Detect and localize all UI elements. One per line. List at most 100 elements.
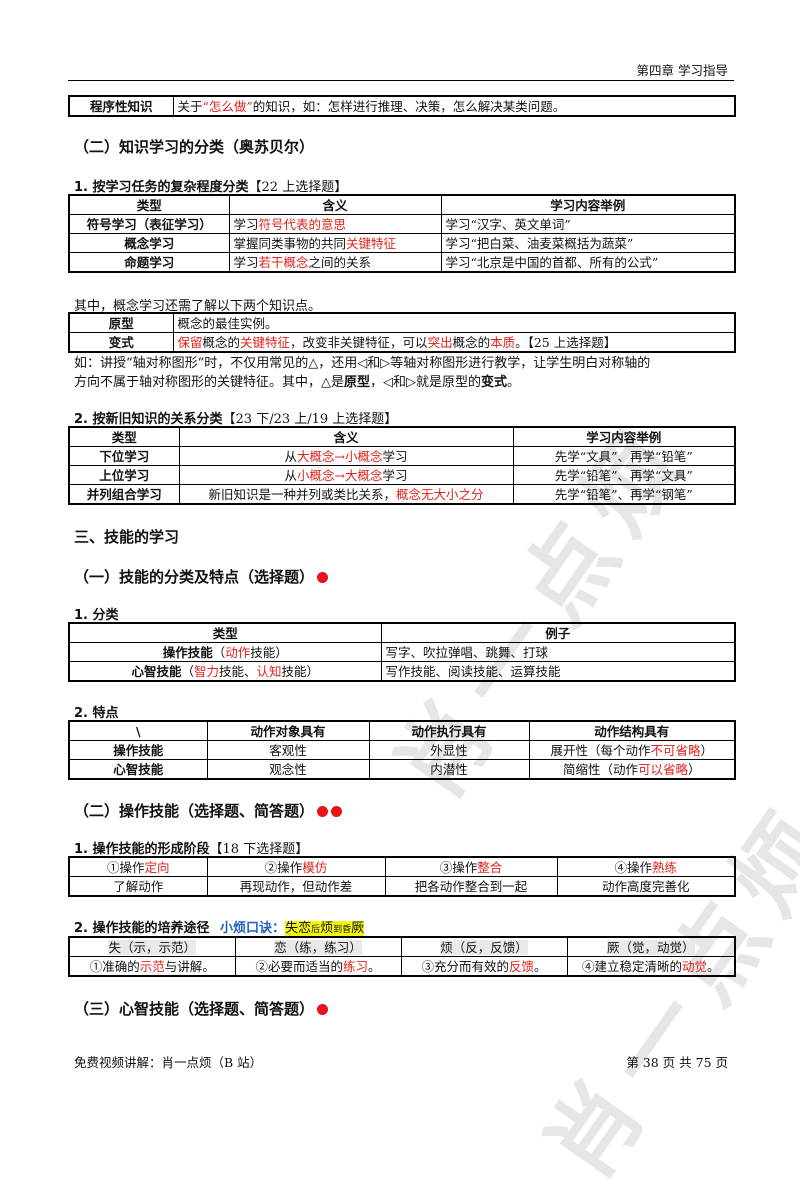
table-row: 符号学习（表征学习） 学习符号代表的意思 学习“汉字、英文单词” — [68, 214, 736, 234]
type-cell: 并列组合学习 — [68, 484, 180, 505]
method-desc: ②必要而适当的练习。 — [234, 956, 402, 977]
feature-cell: 客观性 — [206, 740, 370, 760]
type-cell: 心智技能（智力技能、认知技能） — [68, 661, 382, 682]
prototype-label: 原型 — [68, 312, 174, 333]
feature-cell: 展开性（每个动作不可省略） — [528, 740, 736, 760]
table-row: ①准确的示范与讲解。 ②必要而适当的练习。 ③充分而有效的反馈。 ④建立稳定清晰… — [68, 956, 736, 977]
red-dot-icon — [331, 806, 343, 817]
example-paragraph-line: 如：讲授“轴对称图形”时，不仅用常见的△，还用◁和▷等轴对称图形进行教学，让学生… — [74, 356, 651, 371]
type-cell: 上位学习 — [68, 465, 180, 485]
table-row: 概念学习 掌握同类事物的共同关键特征 学习“把白菜、油麦菜概括为蔬菜” — [68, 233, 736, 253]
col-header: 类型 — [68, 426, 180, 447]
procedural-knowledge-table: 程序性知识 关于“怎么做”的知识，如：怎样进行推理、决策，怎么解决某类问题。 — [68, 95, 736, 117]
example-cell: 学习“把白菜、油麦菜概括为蔬菜” — [440, 233, 736, 253]
red-dot-icon — [317, 1004, 329, 1015]
prototype-text: 概念的最佳实例。 — [172, 312, 736, 333]
section-title: （一）技能的分类及特点（选择题） — [74, 566, 329, 587]
red-dot-icon — [317, 572, 329, 583]
col-header: 含义 — [178, 426, 514, 447]
subsection-title: 2. 特点 — [74, 706, 119, 721]
section-title: （二）操作技能（选择题、简答题） — [74, 800, 343, 821]
stage-desc: 再现动作，但动作差 — [206, 876, 386, 897]
table-row: 下位学习 从大概念→小概念学习 先学“文具”、再学“铅笔” — [68, 446, 736, 466]
table-row: 原型 概念的最佳实例。 — [68, 312, 736, 333]
variant-label: 变式 — [68, 332, 174, 353]
feature-cell: 简缩性（动作可以省略） — [528, 759, 736, 780]
concept-prototype-table: 原型 概念的最佳实例。 变式 保留概念的关键特征，改变非关键特征，可以突出概念的… — [68, 312, 736, 353]
stage-cell: ④操作熟练 — [556, 856, 736, 877]
method-head: 厥（觉，动觉） — [566, 936, 736, 957]
method-desc: ④建立稳定清晰的动觉。 — [566, 956, 736, 977]
subsection-title: 2. 按新旧知识的关系分类【23 下/23 上/19 上选择题】 — [74, 412, 398, 427]
feature-cell: 外显性 — [368, 740, 530, 760]
section-title: （二）知识学习的分类（奥苏贝尔） — [74, 138, 315, 156]
section-title: （三）心智技能（选择题、简答题） — [74, 998, 329, 1019]
method-desc: ①准确的示范与讲解。 — [68, 956, 236, 977]
feature-cell: 内潜性 — [368, 759, 530, 780]
meaning-cell: 从小概念→大概念学习 — [178, 465, 514, 485]
footer-left: 免费视频讲解：肖一点烦（B 站） — [74, 1055, 263, 1070]
example-cell: 写作技能、阅读技能、运算技能 — [380, 661, 736, 682]
type-cell: 命题学习 — [68, 252, 230, 273]
col-header: 学习内容举例 — [440, 194, 736, 215]
knowledge-relation-table: 类型 含义 学习内容举例 下位学习 从大概念→小概念学习 先学“文具”、再学“铅… — [68, 426, 736, 505]
header-rule — [68, 80, 734, 81]
task-complexity-table: 类型 含义 学习内容举例 符号学习（表征学习） 学习符号代表的意思 学习“汉字、… — [68, 194, 736, 273]
col-header: 动作对象具有 — [206, 720, 370, 741]
stage-cell: ①操作定向 — [68, 856, 208, 877]
type-cell: 心智技能 — [68, 759, 208, 780]
table-row: 操作技能（动作技能） 写字、吹拉弹唱、跳舞、打球 — [68, 642, 736, 662]
col-header: 学习内容举例 — [512, 426, 736, 447]
subsection-title: 2. 操作技能的培养途径 小烦口诀：失恋后烦到昏厥 — [74, 921, 365, 936]
meaning-cell: 从大概念→小概念学习 — [178, 446, 514, 466]
method-head: 失（示，示范） — [68, 936, 236, 957]
document-page: 第四章 学习指导 程序性知识 关于“怎么做”的知识，如：怎样进行推理、决策，怎么… — [68, 63, 736, 1070]
method-desc: ③充分而有效的反馈。 — [400, 956, 568, 977]
table-row: 变式 保留概念的关键特征，改变非关键特征，可以突出概念的本质。【25 上选择题】 — [68, 332, 736, 353]
type-cell: 操作技能（动作技能） — [68, 642, 382, 662]
type-cell: 符号学习（表征学习） — [68, 214, 230, 234]
col-header: 例子 — [380, 622, 736, 643]
stage-desc: 动作高度完善化 — [556, 876, 736, 897]
example-cell: 先学“铅笔”、再学“文具” — [512, 465, 736, 485]
red-dot-icon — [317, 806, 329, 817]
skill-training-table: 失（示，示范） 恋（练，练习） 烦（反，反馈） 厥（觉，动觉） ①准确的示范与讲… — [68, 936, 736, 977]
example-cell: 先学“文具”、再学“铅笔” — [512, 446, 736, 466]
procedural-knowledge-label: 程序性知识 — [68, 95, 174, 117]
col-header: 类型 — [68, 622, 382, 643]
stage-desc: 了解动作 — [68, 876, 208, 897]
col-header: 动作结构具有 — [528, 720, 736, 741]
table-row: 并列组合学习 新旧知识是一种并列或类比关系，概念无大小之分 先学“铅笔”、再学“… — [68, 484, 736, 505]
meaning-cell: 学习符号代表的意思 — [228, 214, 442, 234]
col-header: \ — [68, 720, 208, 741]
table-row: 上位学习 从小概念→大概念学习 先学“铅笔”、再学“文具” — [68, 465, 736, 485]
method-head: 恋（练，练习） — [234, 936, 402, 957]
type-cell: 操作技能 — [68, 740, 208, 760]
table-row: 命题学习 学习若干概念之间的关系 学习“北京是中国的首都、所有的公式” — [68, 252, 736, 273]
method-head: 烦（反，反馈） — [400, 936, 568, 957]
example-cell: 学习“汉字、英文单词” — [440, 214, 736, 234]
type-cell: 概念学习 — [68, 233, 230, 253]
subsection-title: 1. 按学习任务的复杂程度分类【22 上选择题】 — [74, 180, 348, 195]
meaning-cell: 新旧知识是一种并列或类比关系，概念无大小之分 — [178, 484, 514, 505]
skill-features-table: \ 动作对象具有 动作执行具有 动作结构具有 操作技能 客观性 外显性 展开性（… — [68, 720, 736, 780]
example-cell: 学习“北京是中国的首都、所有的公式” — [440, 252, 736, 273]
page-number: 第 38 页 共 75 页 — [626, 1055, 728, 1070]
feature-cell: 观念性 — [206, 759, 370, 780]
col-header: 类型 — [68, 194, 230, 215]
subsection-title: 1. 分类 — [74, 608, 119, 623]
table-row: 了解动作 再现动作，但动作差 把各动作整合到一起 动作高度完善化 — [68, 876, 736, 897]
chapter-header: 第四章 学习指导 — [636, 63, 728, 78]
section-title: 三、技能的学习 — [74, 528, 180, 546]
procedural-knowledge-text: 关于“怎么做”的知识，如：怎样进行推理、决策，怎么解决某类问题。 — [172, 95, 736, 117]
example-cell: 写字、吹拉弹唱、跳舞、打球 — [380, 642, 736, 662]
table-row: ①操作定向 ②操作模仿 ③操作整合 ④操作熟练 — [68, 856, 736, 877]
example-paragraph-line: 方向不属于轴对称图形的关键特征。其中，△是原型，◁和▷就是原型的变式。 — [74, 375, 521, 390]
table-row: 心智技能（智力技能、认知技能） 写作技能、阅读技能、运算技能 — [68, 661, 736, 682]
example-cell: 先学“铅笔”、再学“钢笔” — [512, 484, 736, 505]
type-cell: 下位学习 — [68, 446, 180, 466]
col-header: 含义 — [228, 194, 442, 215]
concept-note: 其中，概念学习还需了解以下两个知识点。 — [74, 299, 322, 314]
stage-desc: 把各动作整合到一起 — [384, 876, 558, 897]
col-header: 动作执行具有 — [368, 720, 530, 741]
